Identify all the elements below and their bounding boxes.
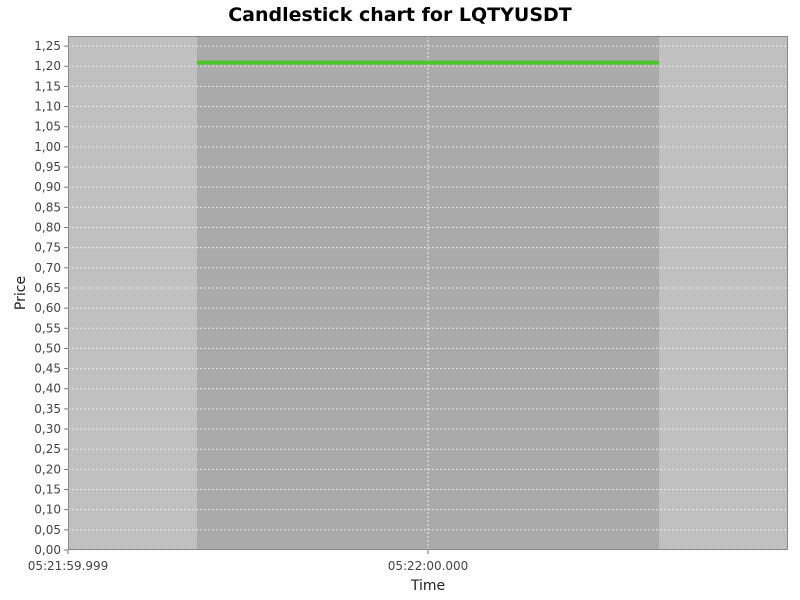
y-tick-label: 1,10 [34, 100, 61, 114]
y-tick-label: 0,85 [34, 200, 61, 214]
y-tick-label: 0,60 [34, 301, 61, 315]
x-tick-label: 05:22:00.000 [388, 559, 469, 573]
y-tick-label: 0,95 [34, 160, 61, 174]
y-tick-label: 0,50 [34, 341, 61, 355]
y-tick-label: 0,70 [34, 261, 61, 275]
x-axis: 05:21:59.999 05:22:00.000 [28, 550, 469, 573]
y-tick-label: 0,10 [34, 503, 61, 517]
y-axis-label: Price [13, 276, 29, 310]
y-tick-label: 0,30 [34, 422, 61, 436]
y-axis: 0,00 0,05 0,10 0,15 0,20 0,25 0,30 0,35 0,40 0,45… [34, 39, 68, 557]
y-tick-label: 0,45 [34, 362, 61, 376]
y-tick-label: 0,35 [34, 402, 61, 416]
candles [197, 60, 659, 65]
plot-border [68, 36, 788, 550]
y-tick-label: 0,00 [34, 543, 61, 557]
x-axis-label: Time [410, 578, 445, 594]
chart-title: Candlestick chart for LQTYUSDT [228, 4, 572, 26]
y-tick-label: 0,20 [34, 462, 61, 476]
y-tick-label: 0,25 [34, 442, 61, 456]
y-tick-label: 0,80 [34, 220, 61, 234]
y-tick-label: 1,20 [34, 59, 61, 73]
y-tick-label: 0,05 [34, 523, 61, 537]
y-tick-label: 0,75 [34, 241, 61, 255]
gridlines [68, 36, 788, 551]
y-tick-label: 0,40 [34, 382, 61, 396]
y-tick-label: 1,05 [34, 120, 61, 134]
y-tick-label: 0,65 [34, 281, 61, 295]
y-tick-label: 1,00 [34, 140, 61, 154]
y-tick-label: 0,55 [34, 321, 61, 335]
y-tick-label: 0,15 [34, 483, 61, 497]
y-tick-label: 1,25 [34, 39, 61, 53]
y-tick-label: 0,90 [34, 180, 61, 194]
x-tick-label: 05:21:59.999 [28, 559, 109, 573]
candle-body [197, 60, 659, 65]
y-tick-label: 1,15 [34, 79, 61, 93]
